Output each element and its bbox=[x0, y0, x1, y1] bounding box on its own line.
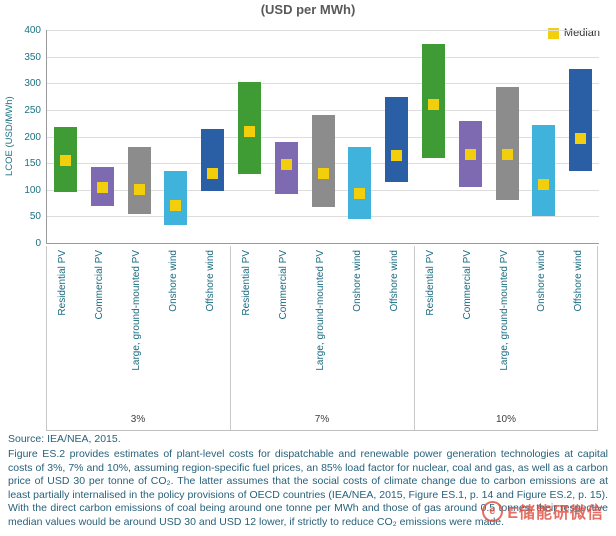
group-separator bbox=[230, 246, 231, 430]
median-marker bbox=[170, 200, 182, 212]
x-axis-label: Residential PV bbox=[241, 250, 253, 316]
group-label: 3% bbox=[130, 414, 146, 425]
x-axis-label: Onshore wind bbox=[535, 250, 547, 312]
x-axis-label: Offshore wind bbox=[572, 250, 584, 312]
range-bar bbox=[201, 129, 225, 191]
y-tick-label: 400 bbox=[24, 25, 41, 36]
x-axis-label: Offshore wind bbox=[388, 250, 400, 312]
median-marker bbox=[133, 184, 145, 196]
x-axis-label: Onshore wind bbox=[167, 250, 179, 312]
x-axis-label: Commercial PV bbox=[278, 250, 290, 320]
gridline bbox=[47, 83, 599, 85]
x-axis-label-area: Residential PV Commercial PV Large, ground… bbox=[46, 246, 598, 431]
plot-area: 0 50 100 150 200 250 300 350 400 bbox=[24, 25, 599, 249]
median-marker bbox=[280, 158, 292, 170]
gridline bbox=[47, 56, 599, 58]
range-bar bbox=[348, 146, 372, 220]
group-separator bbox=[414, 246, 415, 430]
median-marker bbox=[243, 125, 255, 137]
chart-title: (USD per MWh) bbox=[260, 2, 356, 17]
median-marker bbox=[501, 148, 513, 160]
group-separator bbox=[597, 246, 598, 430]
median-marker bbox=[427, 99, 439, 111]
median-marker bbox=[391, 149, 403, 161]
x-axis-label: Large, ground-mounted PV bbox=[131, 250, 142, 371]
source-note: Source: IEA/NEA, 2015. bbox=[8, 433, 121, 445]
watermark: e E储能研微信 bbox=[482, 499, 604, 523]
range-bar bbox=[311, 114, 335, 207]
median-marker bbox=[96, 181, 108, 193]
gridline bbox=[47, 216, 599, 218]
median-marker bbox=[317, 168, 329, 180]
range-bar bbox=[127, 147, 151, 214]
group-separator bbox=[46, 246, 47, 430]
range-bar bbox=[495, 86, 519, 201]
range-bar bbox=[385, 96, 409, 182]
x-axis-label: Large, ground-mounted PV bbox=[315, 250, 326, 371]
watermark-logo-icon: e bbox=[482, 500, 504, 522]
group-label: 7% bbox=[314, 414, 330, 425]
y-tick-label: 0 bbox=[35, 238, 41, 249]
discount-rate-group-row: 3% 7% 10% bbox=[46, 412, 598, 430]
figure-caption: Figure ES.2 provides estimates of plant-… bbox=[8, 448, 608, 528]
x-axis-label: Offshore wind bbox=[204, 250, 216, 312]
x-axis-label: Commercial PV bbox=[94, 250, 106, 320]
y-tick-label: 100 bbox=[24, 184, 41, 196]
range-bar bbox=[532, 124, 556, 217]
y-tick-label: 350 bbox=[24, 51, 41, 63]
median-marker bbox=[464, 148, 476, 160]
x-axis-label: Commercial PV bbox=[462, 250, 474, 320]
x-axis-label: Residential PV bbox=[57, 250, 69, 316]
range-bar bbox=[164, 171, 188, 226]
gridline bbox=[47, 109, 599, 111]
median-swatch-icon bbox=[547, 27, 559, 39]
median-marker bbox=[59, 154, 71, 166]
median-marker bbox=[207, 168, 219, 180]
range-bar bbox=[569, 68, 593, 172]
median-marker bbox=[538, 178, 550, 190]
y-tick-label: 200 bbox=[24, 131, 41, 143]
x-axis-label: Large, ground-mounted PV bbox=[499, 250, 510, 371]
y-tick-label: 150 bbox=[24, 158, 41, 170]
x-axis-label: Residential PV bbox=[425, 250, 437, 316]
watermark-text: E储能研微信 bbox=[507, 505, 604, 522]
gridline bbox=[47, 30, 599, 31]
y-tick-label: 300 bbox=[24, 78, 41, 90]
x-axis-label: Onshore wind bbox=[351, 250, 363, 312]
median-marker bbox=[354, 187, 366, 199]
y-tick-label: 50 bbox=[29, 211, 41, 223]
group-label: 10% bbox=[495, 414, 516, 425]
y-tick-label: 250 bbox=[24, 104, 41, 116]
median-marker bbox=[575, 132, 587, 144]
